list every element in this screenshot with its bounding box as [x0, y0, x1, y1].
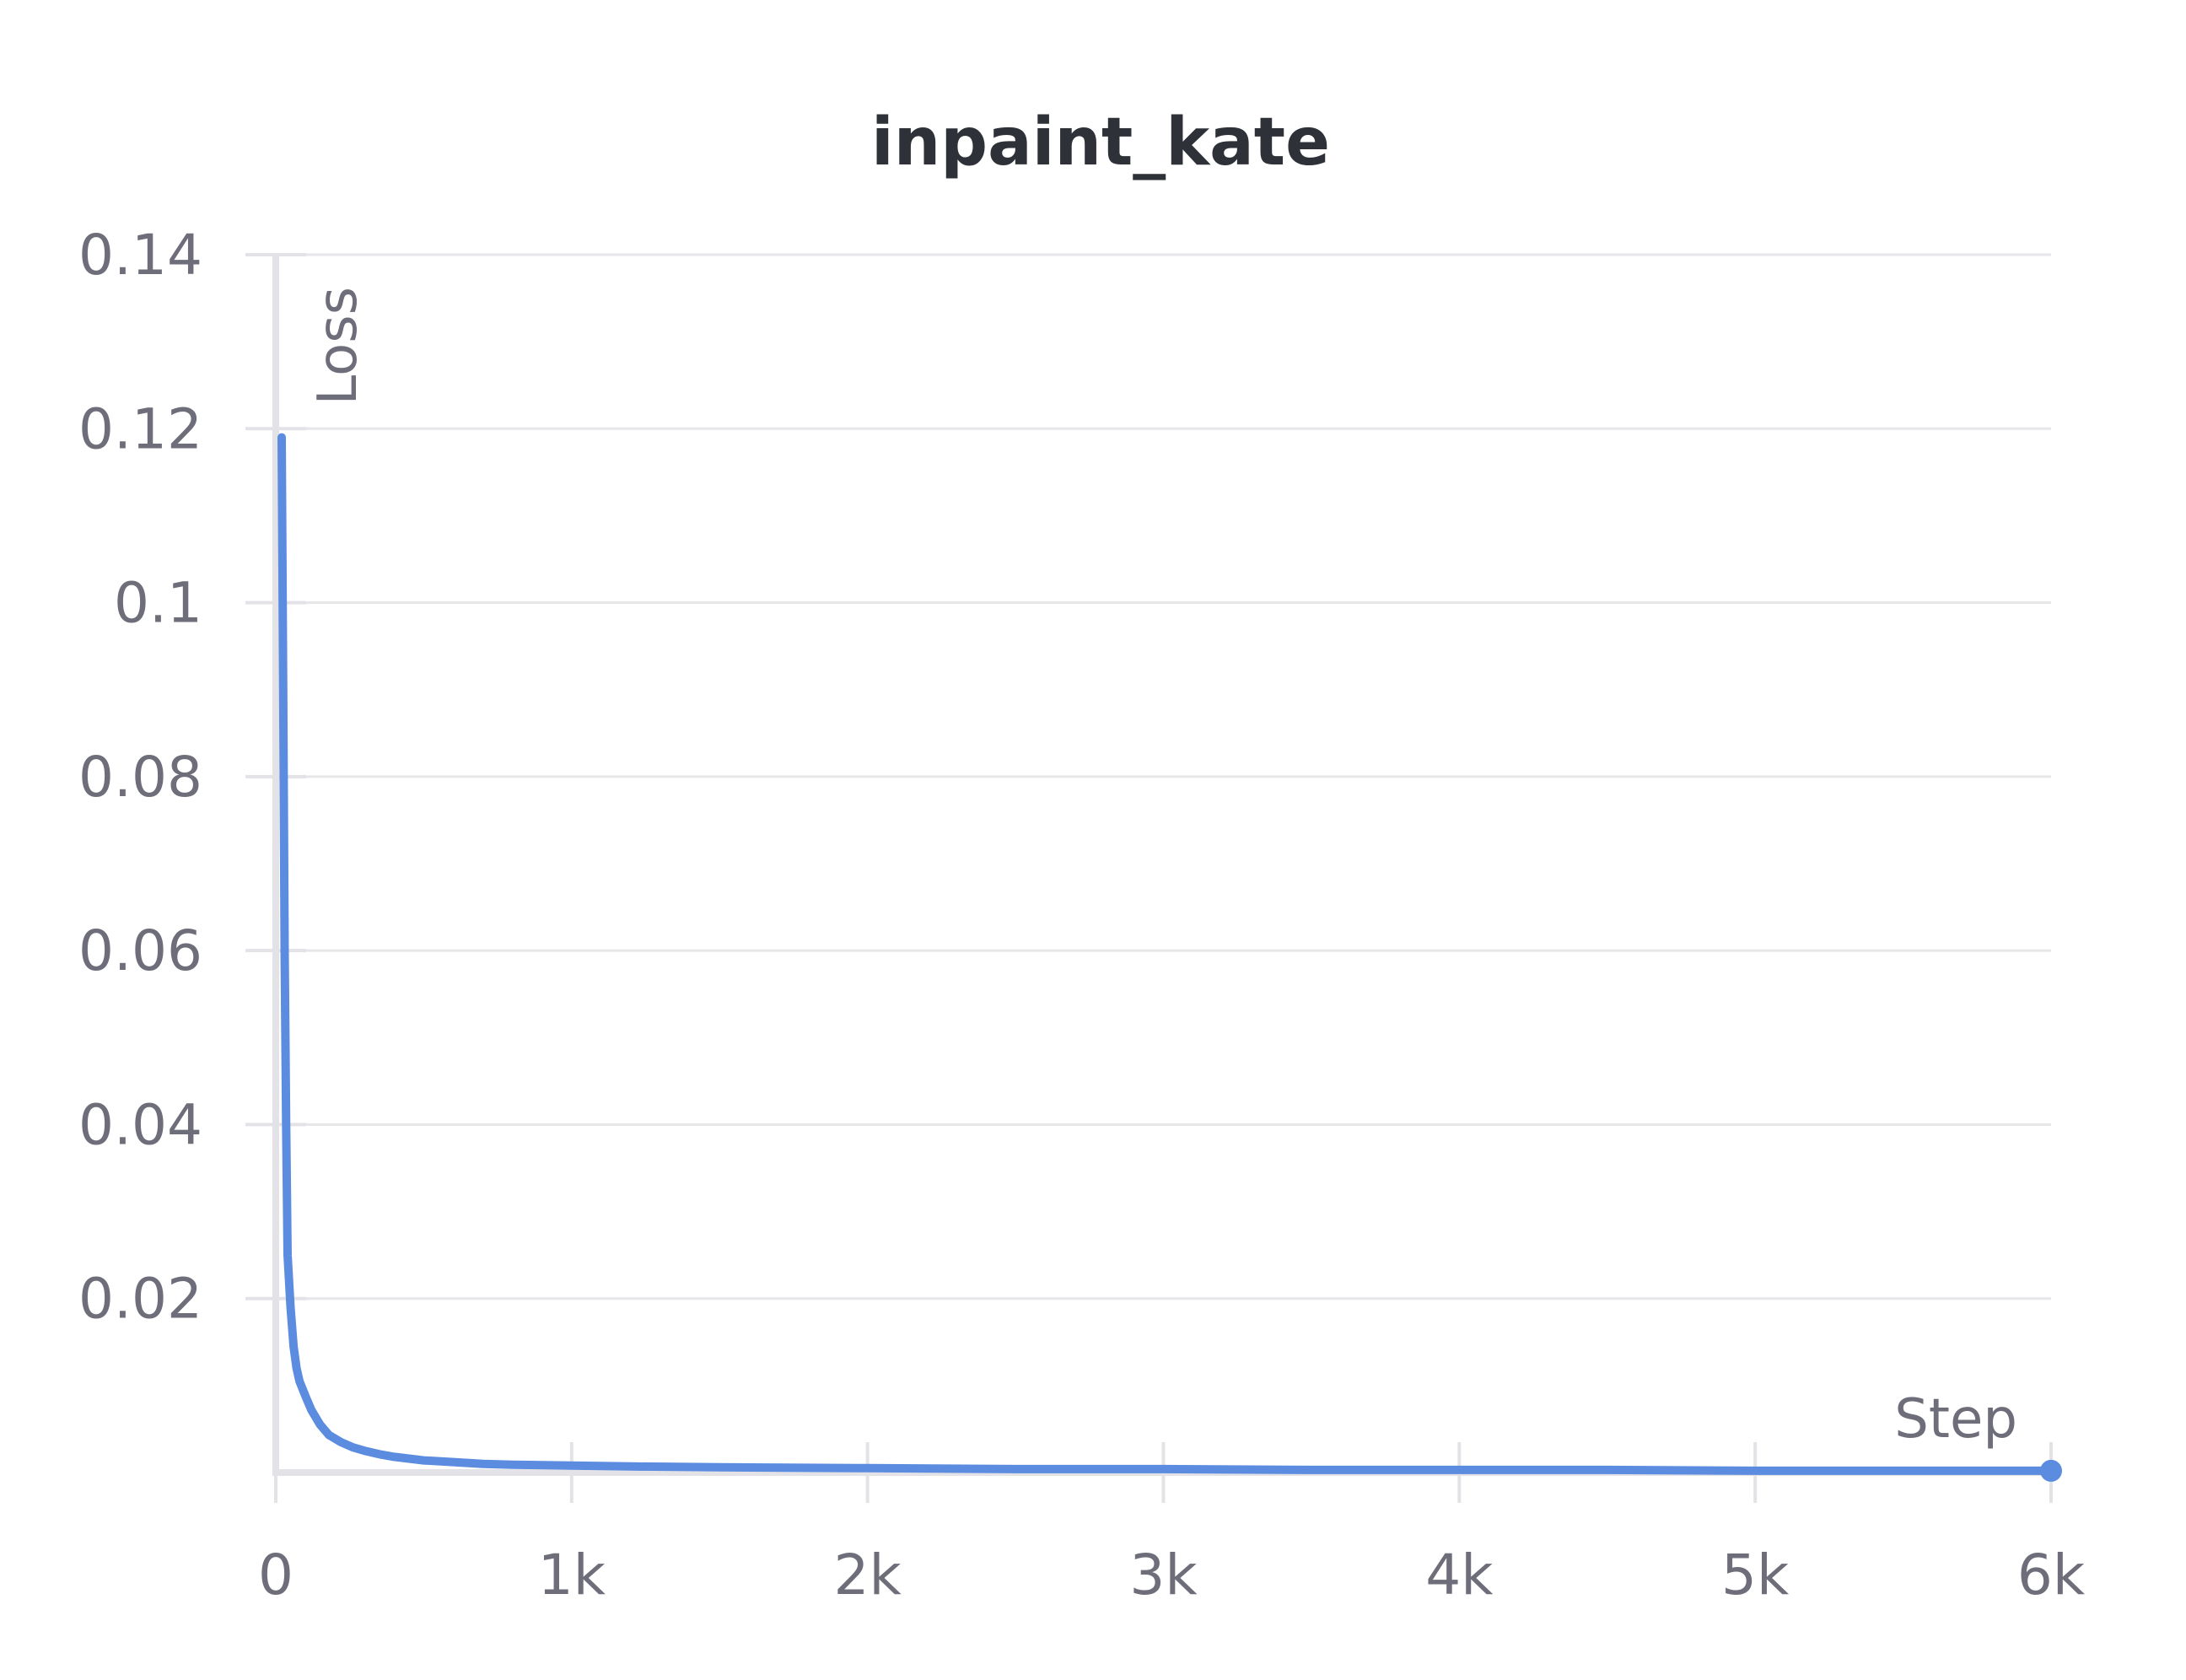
- x-tick-label: 0: [258, 1543, 293, 1607]
- series-end-point[interactable]: [2040, 1459, 2062, 1482]
- x-tick-label: 1k: [538, 1543, 606, 1607]
- y-tick-label: 0.02: [78, 1267, 202, 1332]
- x-tick-label: 6k: [2017, 1543, 2086, 1607]
- x-axis-label: Step: [1894, 1388, 2017, 1451]
- y-tick-label: 0.04: [78, 1092, 202, 1157]
- grid-lines: [276, 253, 2051, 1300]
- x-tick-label: 4k: [1425, 1543, 1494, 1607]
- x-tick-label: 3k: [1129, 1543, 1198, 1607]
- y-tick-label: 0.14: [78, 223, 202, 288]
- y-tick-label: 0.06: [78, 918, 202, 983]
- series-layer: [277, 433, 2062, 1482]
- y-axis-label: Loss: [307, 287, 369, 405]
- chart-title: inpaint_kate: [871, 105, 1330, 180]
- y-axis-ticks: 0.02 0.04 0.06 0.08 0.1 0.12 0.14: [78, 223, 306, 1332]
- y-tick-label: 0.08: [78, 745, 202, 810]
- x-tick-label: 5k: [1721, 1543, 1790, 1607]
- y-tick-label: 0.1: [114, 571, 202, 636]
- x-axis-ticks: 0 1k 2k 3k 4k 5k 6k: [258, 1442, 2086, 1607]
- y-tick-label: 0.12: [78, 396, 202, 461]
- x-tick-label: 2k: [834, 1543, 902, 1607]
- loss-series-line: [277, 433, 2055, 1475]
